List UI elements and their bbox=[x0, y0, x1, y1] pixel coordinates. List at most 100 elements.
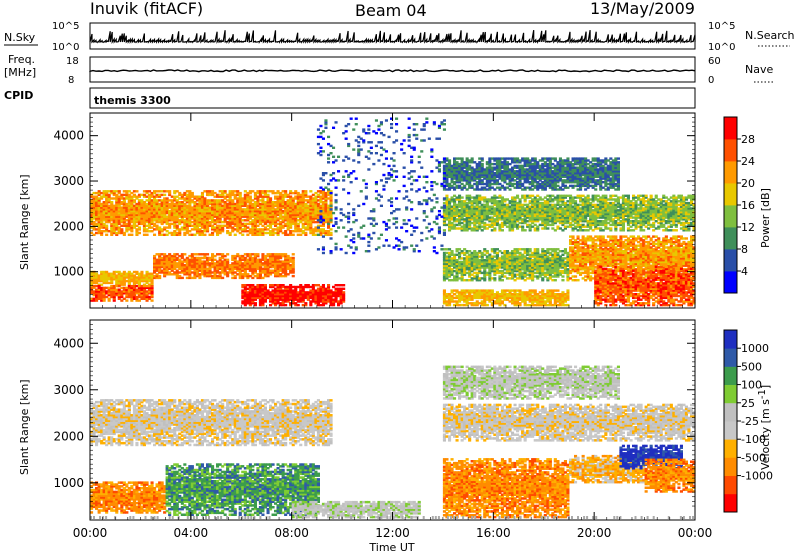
heat-cell-0 bbox=[130, 234, 133, 236]
heat-cell-0 bbox=[138, 232, 141, 234]
heat-cell-5 bbox=[481, 163, 484, 165]
nave-tick-high: 60 bbox=[708, 56, 721, 67]
heat-cell-4 bbox=[284, 304, 287, 306]
heat-cell-4 bbox=[304, 302, 307, 304]
heat-cell-6 bbox=[443, 229, 446, 231]
heat-cell-0 bbox=[249, 196, 252, 198]
heat-cell-0 bbox=[239, 192, 242, 194]
heat-cell-3 bbox=[221, 277, 224, 279]
heat-cell-3 bbox=[226, 259, 229, 261]
heat-cell-0 bbox=[309, 190, 312, 192]
heat-cell-5 bbox=[554, 157, 557, 159]
heat-cell-4 bbox=[322, 284, 325, 286]
heat-cell-6 bbox=[501, 229, 504, 231]
heat-cell-5 bbox=[617, 161, 620, 163]
heat-cell-2 bbox=[151, 285, 154, 287]
nsearch-tick-low: 10^0 bbox=[708, 42, 735, 53]
heat-cell-5 bbox=[461, 157, 464, 159]
heat-cell-0 bbox=[224, 190, 227, 192]
heat-cell-3 bbox=[292, 275, 295, 277]
heat-cell-1 bbox=[140, 271, 143, 273]
nsearch-tick-high: 10^5 bbox=[708, 21, 735, 32]
freq-unit: [MHz] bbox=[4, 66, 36, 79]
heat-cell-0 bbox=[135, 190, 138, 192]
heat-cell-5 bbox=[481, 157, 484, 159]
heat-cell-0 bbox=[191, 192, 194, 194]
nsky-panel bbox=[90, 23, 695, 49]
cpid-label: CPID bbox=[4, 89, 33, 102]
heat-cell-6 bbox=[516, 195, 519, 197]
heat-cell-0 bbox=[120, 228, 123, 230]
freq-trace bbox=[90, 70, 695, 72]
heat-cell-0 bbox=[203, 234, 206, 236]
heat-cell-0 bbox=[168, 190, 171, 192]
nsky-tick-high: 10^5 bbox=[52, 21, 79, 32]
heat-cell-6 bbox=[546, 227, 549, 229]
nsky-label: N.Sky bbox=[4, 31, 36, 44]
heat-cell-0 bbox=[304, 232, 307, 234]
heat-cell-2 bbox=[151, 299, 154, 301]
heat-cell-0 bbox=[330, 228, 333, 230]
heat-cell-0 bbox=[110, 201, 113, 203]
heat-cell-0 bbox=[153, 234, 156, 236]
heat-cell-0 bbox=[284, 190, 287, 192]
heat-cell-0 bbox=[163, 194, 166, 196]
heat-cell-0 bbox=[292, 234, 295, 236]
heat-cell-3 bbox=[226, 253, 229, 255]
heat-cell-4 bbox=[342, 291, 345, 293]
heat-cell-4 bbox=[342, 284, 345, 286]
heat-cell-3 bbox=[158, 275, 161, 277]
nsky-tick-low: 10^0 bbox=[52, 42, 79, 53]
heat-cell-4 bbox=[297, 304, 300, 306]
heat-cell-0 bbox=[304, 190, 307, 192]
heat-cell-0 bbox=[105, 234, 108, 236]
heat-cell-0 bbox=[118, 190, 121, 192]
heat-cell-6 bbox=[461, 196, 464, 198]
heat-cell-3 bbox=[292, 253, 295, 255]
heat-cell-2 bbox=[125, 299, 128, 301]
station-title: Inuvik (fitACF) bbox=[90, 0, 203, 18]
heat-cell-0 bbox=[241, 234, 244, 236]
heat-cell-0 bbox=[146, 234, 149, 236]
heat-cell-4 bbox=[342, 288, 345, 290]
beam-title: Beam 04 bbox=[355, 1, 427, 20]
date-title: 13/May/2009 bbox=[590, 0, 695, 18]
nsearch-label: N.Search bbox=[745, 29, 795, 42]
nave-label: Nave bbox=[745, 63, 773, 76]
heat-cell-6 bbox=[524, 229, 527, 231]
freq-line bbox=[90, 70, 695, 72]
heat-cell-6 bbox=[521, 226, 524, 228]
freq-label: Freq. bbox=[8, 53, 35, 66]
heat-cell-0 bbox=[269, 197, 272, 199]
heat-cell-3 bbox=[206, 253, 209, 255]
heat-cell-4 bbox=[264, 284, 267, 286]
nave-tick-low: 0 bbox=[708, 75, 714, 86]
heat-cell-4 bbox=[327, 284, 330, 286]
heat-cell-4 bbox=[254, 302, 257, 304]
nsky-line bbox=[90, 30, 695, 42]
nsky-trace bbox=[90, 30, 695, 42]
heat-cell-6 bbox=[493, 227, 496, 229]
heat-cell-0 bbox=[138, 226, 141, 228]
heat-cell-3 bbox=[292, 257, 295, 259]
heat-cell-0 bbox=[105, 225, 108, 227]
heat-cell-5 bbox=[566, 157, 569, 159]
heat-cell-3 bbox=[183, 253, 186, 255]
heat-cell-5 bbox=[509, 188, 512, 190]
heat-cell-5 bbox=[617, 157, 620, 159]
heat-cell-0 bbox=[330, 232, 333, 234]
heat-cell-3 bbox=[256, 253, 259, 255]
heat-cell-5 bbox=[448, 159, 451, 161]
heat-cell-5 bbox=[594, 188, 597, 190]
heat-cell-5 bbox=[471, 157, 474, 159]
freq-tick-high: 18 bbox=[66, 56, 79, 67]
cpid-value: themis 3300 bbox=[94, 94, 171, 107]
heat-cell-0 bbox=[234, 234, 237, 236]
heat-cell-3 bbox=[181, 277, 184, 279]
heat-cell-0 bbox=[267, 194, 270, 196]
freq-tick-low: 8 bbox=[68, 75, 74, 86]
heat-cell-5 bbox=[534, 157, 537, 159]
heat-cell-6 bbox=[445, 195, 448, 197]
cpid-panel bbox=[90, 88, 695, 108]
